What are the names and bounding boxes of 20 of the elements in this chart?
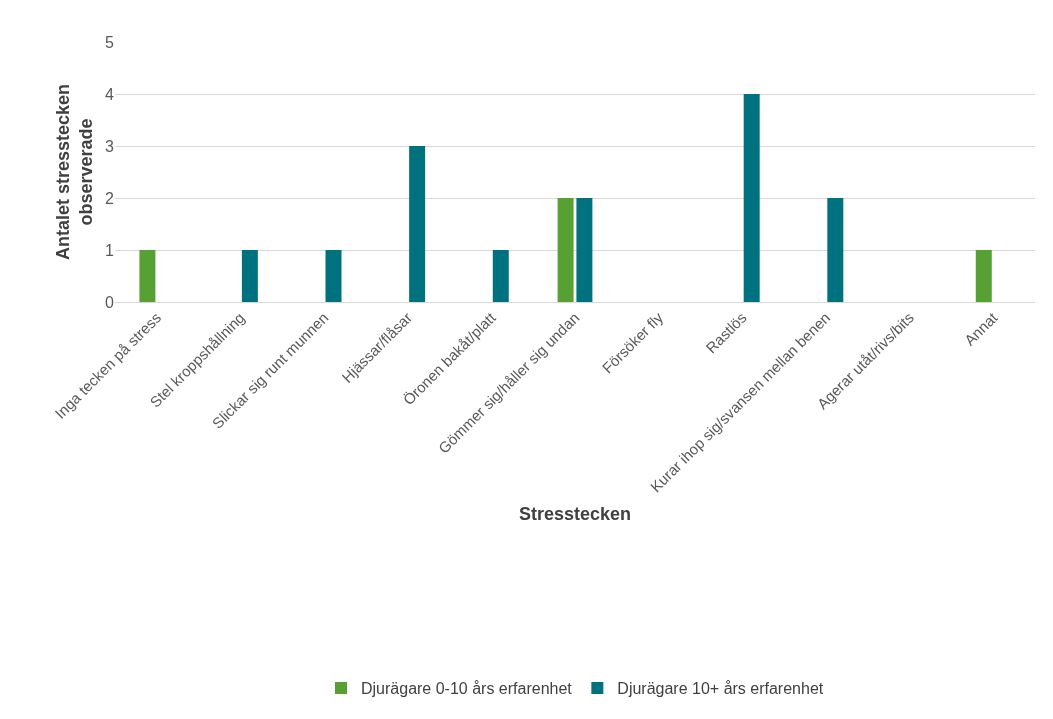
y-tick-label: 3 xyxy=(105,137,115,155)
bar xyxy=(827,198,844,302)
bar xyxy=(325,250,342,302)
y-tick-label: 4 xyxy=(105,85,115,103)
bar xyxy=(576,198,593,302)
bar xyxy=(743,94,760,302)
y-tick-label: 0 xyxy=(105,293,115,311)
bar xyxy=(139,250,156,302)
legend-label: Djurägare 10+ års erfarenhet xyxy=(617,680,824,698)
bar xyxy=(241,250,258,302)
legend-label: Djurägare 0-10 års erfarenhet xyxy=(361,680,573,698)
y-tick-label: 2 xyxy=(105,189,115,207)
bar xyxy=(409,146,426,302)
bar xyxy=(557,198,574,302)
x-axis-title: Stresstecken xyxy=(518,503,632,524)
y-axis-title: Antalet stresstecken observerade xyxy=(53,83,97,261)
y-tick-label: 5 xyxy=(105,33,115,51)
bar xyxy=(975,250,992,302)
bar xyxy=(492,250,509,302)
y-tick-label: 1 xyxy=(105,241,115,259)
